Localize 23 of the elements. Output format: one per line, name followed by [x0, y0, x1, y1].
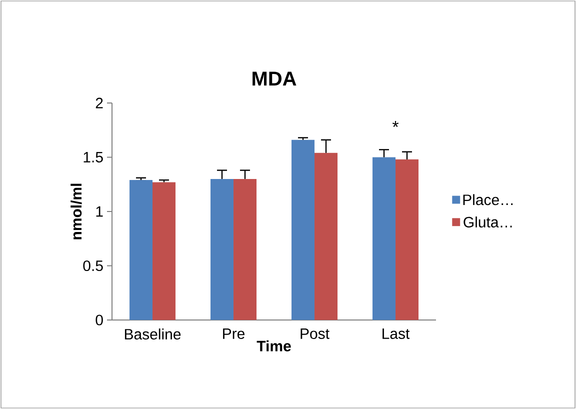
- bar: [372, 157, 396, 320]
- y-tick-label: 2: [96, 98, 103, 108]
- x-tick-label: Baseline: [124, 328, 181, 340]
- chart-title: MDA: [252, 72, 296, 86]
- bar: [292, 140, 315, 320]
- bar: [130, 180, 153, 320]
- bar: [234, 178, 257, 320]
- y-tick-label: 0: [96, 314, 103, 326]
- y-tick-label: 0.5: [83, 260, 103, 272]
- legend-label: Gluta…: [464, 216, 512, 228]
- bar: [210, 178, 234, 320]
- bar: [314, 152, 338, 320]
- y-tick-label: 1.5: [84, 152, 103, 162]
- y-axis-title: nmol/ml: [70, 184, 82, 240]
- legend-label: Place…: [463, 194, 513, 206]
- x-tick-label: Pre: [223, 328, 245, 339]
- annotation: *: [392, 121, 399, 127]
- x-tick-label: Post: [300, 328, 330, 339]
- bar: [152, 182, 176, 320]
- y-tick-label: 1: [96, 206, 103, 217]
- x-axis-title: Time: [256, 340, 291, 352]
- x-tick-label: Last: [382, 328, 410, 339]
- bar: [396, 159, 419, 320]
